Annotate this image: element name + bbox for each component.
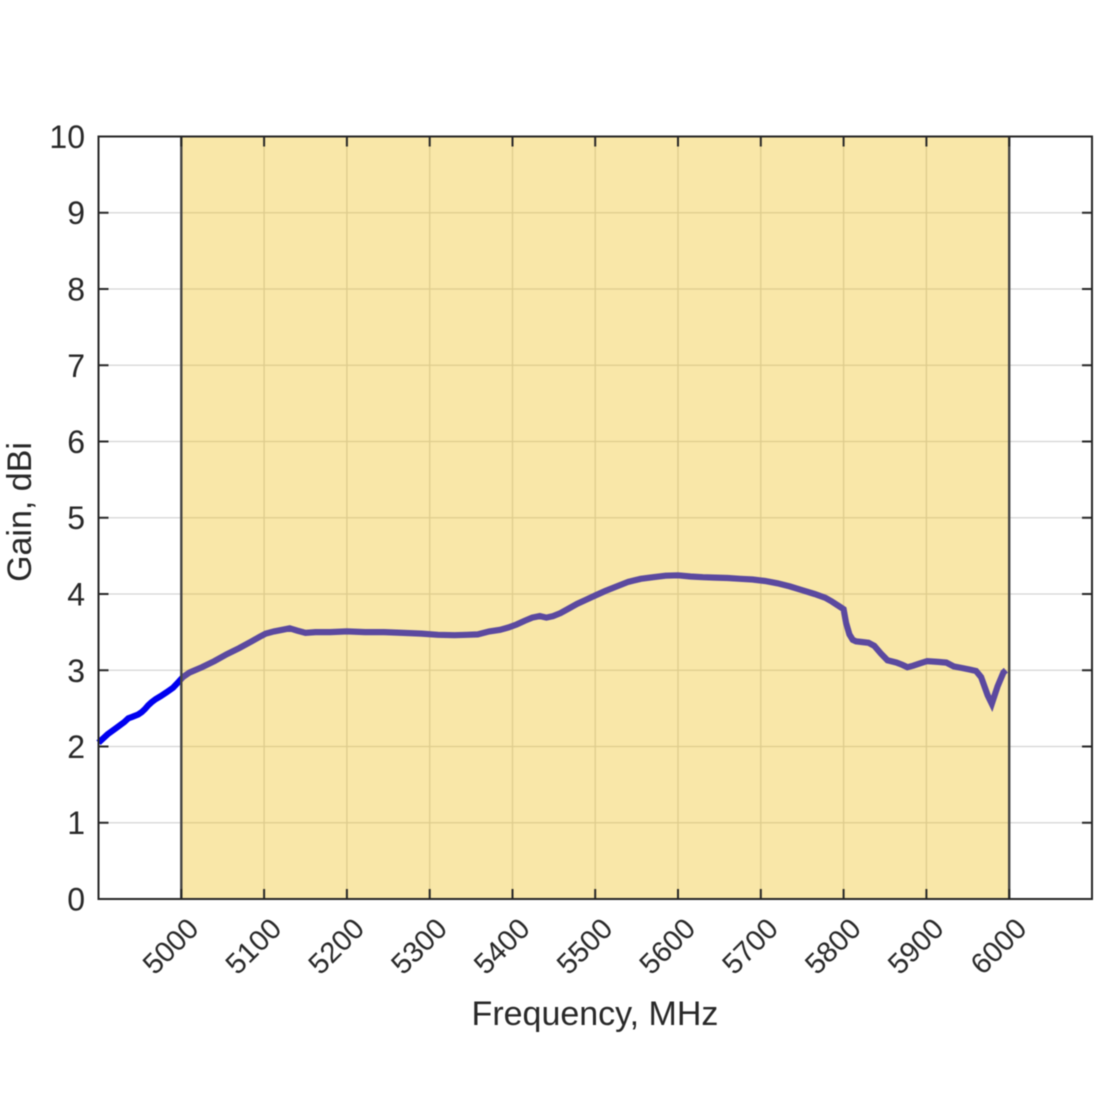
svg-text:7: 7 — [67, 348, 85, 384]
svg-text:10: 10 — [49, 119, 85, 155]
svg-text:Gain, dBi: Gain, dBi — [1, 442, 39, 582]
svg-text:8: 8 — [67, 272, 85, 308]
svg-text:Frequency, MHz: Frequency, MHz — [472, 995, 719, 1033]
svg-text:4: 4 — [67, 577, 85, 613]
svg-text:9: 9 — [67, 195, 85, 231]
svg-text:1: 1 — [67, 805, 85, 841]
svg-text:5: 5 — [67, 500, 85, 536]
svg-text:3: 3 — [67, 653, 85, 689]
svg-text:2: 2 — [67, 729, 85, 765]
svg-text:6: 6 — [67, 424, 85, 460]
svg-text:0: 0 — [67, 882, 85, 918]
